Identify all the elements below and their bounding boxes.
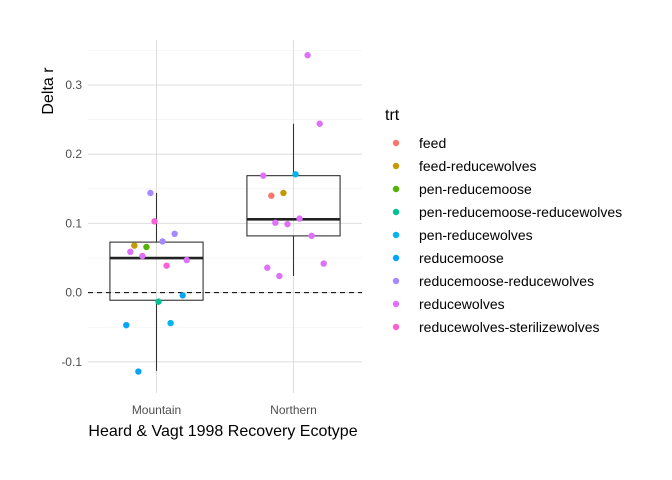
data-point-reducemoose-reducewolves (171, 230, 178, 238)
data-point-reducewolves (308, 232, 315, 240)
legend-label: reducewolves-sterilizewolves (419, 319, 600, 335)
data-point-feed (268, 192, 275, 199)
y-tick-label: 0.3 (65, 78, 82, 92)
legend-key-reducewolves-sterilizewolves (392, 323, 400, 331)
y-axis: -0.1 0.0 0.1 0.2 0.3 (61, 78, 82, 369)
data-point-reducemoose (135, 368, 142, 375)
data-point-reducewolves (304, 52, 311, 59)
data-point-reducewolves-sterilizewolves (163, 262, 170, 269)
data-point-reducemoose (123, 321, 130, 329)
x-axis-title: Heard & Vagt 1998 Recovery Ecotype (88, 423, 357, 440)
data-point-reducemoose (179, 292, 186, 299)
legend-label: reducemoose-reducewolves (419, 273, 594, 289)
data-point-reducewolves (272, 219, 279, 226)
legend-key-pen-reducemoose-reducewolves (392, 208, 400, 216)
legend-label: feed-reducewolves (419, 158, 537, 174)
data-point-reducewolves (260, 172, 267, 179)
y-tick-label: 0.1 (65, 216, 82, 230)
legend-item: pen-reducemoose (392, 181, 532, 197)
data-point-reducewolves (296, 215, 303, 222)
y-tick-label: -0.1 (61, 355, 82, 369)
y-tick-label: 0.0 (65, 286, 82, 300)
legend-title: trt (385, 107, 400, 124)
legend-label: feed (419, 135, 446, 151)
y-axis-title: Delta r (40, 67, 57, 115)
data-point-reducewolves-sterilizewolves (151, 218, 158, 225)
legend-item: reducemoose-reducewolves (392, 273, 594, 289)
legend-key-feed-reducewolves (392, 162, 400, 170)
grid-lines (88, 40, 362, 393)
data-point-feed-reducewolves (280, 189, 287, 197)
data-point-reducemoose-reducewolves (159, 238, 166, 245)
data-point-pen-reducewolves (167, 319, 174, 327)
data-point-reducewolves (183, 256, 190, 264)
x-axis: Mountain Northern (132, 403, 317, 417)
data-point-reducewolves (139, 252, 146, 260)
legend-key-pen-reducewolves (392, 231, 400, 239)
data-point-feed-reducewolves (131, 242, 138, 249)
data-point-reducewolves (316, 120, 323, 127)
data-point-reducewolves (276, 272, 283, 280)
legend-label: reducewolves (419, 296, 505, 312)
legend-key-pen-reducemoose (392, 185, 400, 193)
data-point-reducewolves (320, 260, 327, 267)
legend-item: feed-reducewolves (392, 158, 537, 174)
legend-label: reducemoose (419, 250, 504, 266)
legend-key-feed (392, 139, 400, 147)
legend-label: pen-reducewolves (419, 227, 533, 243)
legend-item: reducemoose (392, 250, 504, 266)
data-point-pen-reducewolves (292, 171, 299, 178)
data-point-pen-reducemoose (143, 243, 150, 251)
legend-item: pen-reducemoose-reducewolves (392, 204, 622, 220)
data-point-reducewolves (284, 220, 291, 228)
data-point-reducewolves (264, 264, 271, 271)
data-point-reducewolves (127, 248, 134, 255)
jitter-points (123, 52, 327, 375)
legend-item: reducewolves (392, 296, 505, 312)
data-point-pen-reducemoose-reducewolves (155, 298, 162, 305)
data-point-reducemoose-reducewolves (147, 189, 154, 197)
legend-item: reducewolves-sterilizewolves (392, 319, 600, 335)
x-tick-label: Mountain (132, 403, 181, 417)
y-tick-label: 0.2 (65, 147, 82, 161)
legend-label: pen-reducemoose (419, 181, 532, 197)
legend-item: pen-reducewolves (392, 227, 533, 243)
legend: trt feed feed-reducewolves pen-reducemoose… (385, 107, 622, 335)
legend-key-reducemoose (392, 254, 400, 262)
legend-key-reducemoose-reducewolves (392, 277, 400, 285)
legend-label: pen-reducemoose-reducewolves (419, 204, 622, 220)
legend-item: feed (392, 135, 446, 151)
legend-key-reducewolves (392, 300, 400, 308)
x-tick-label: Northern (270, 403, 317, 417)
